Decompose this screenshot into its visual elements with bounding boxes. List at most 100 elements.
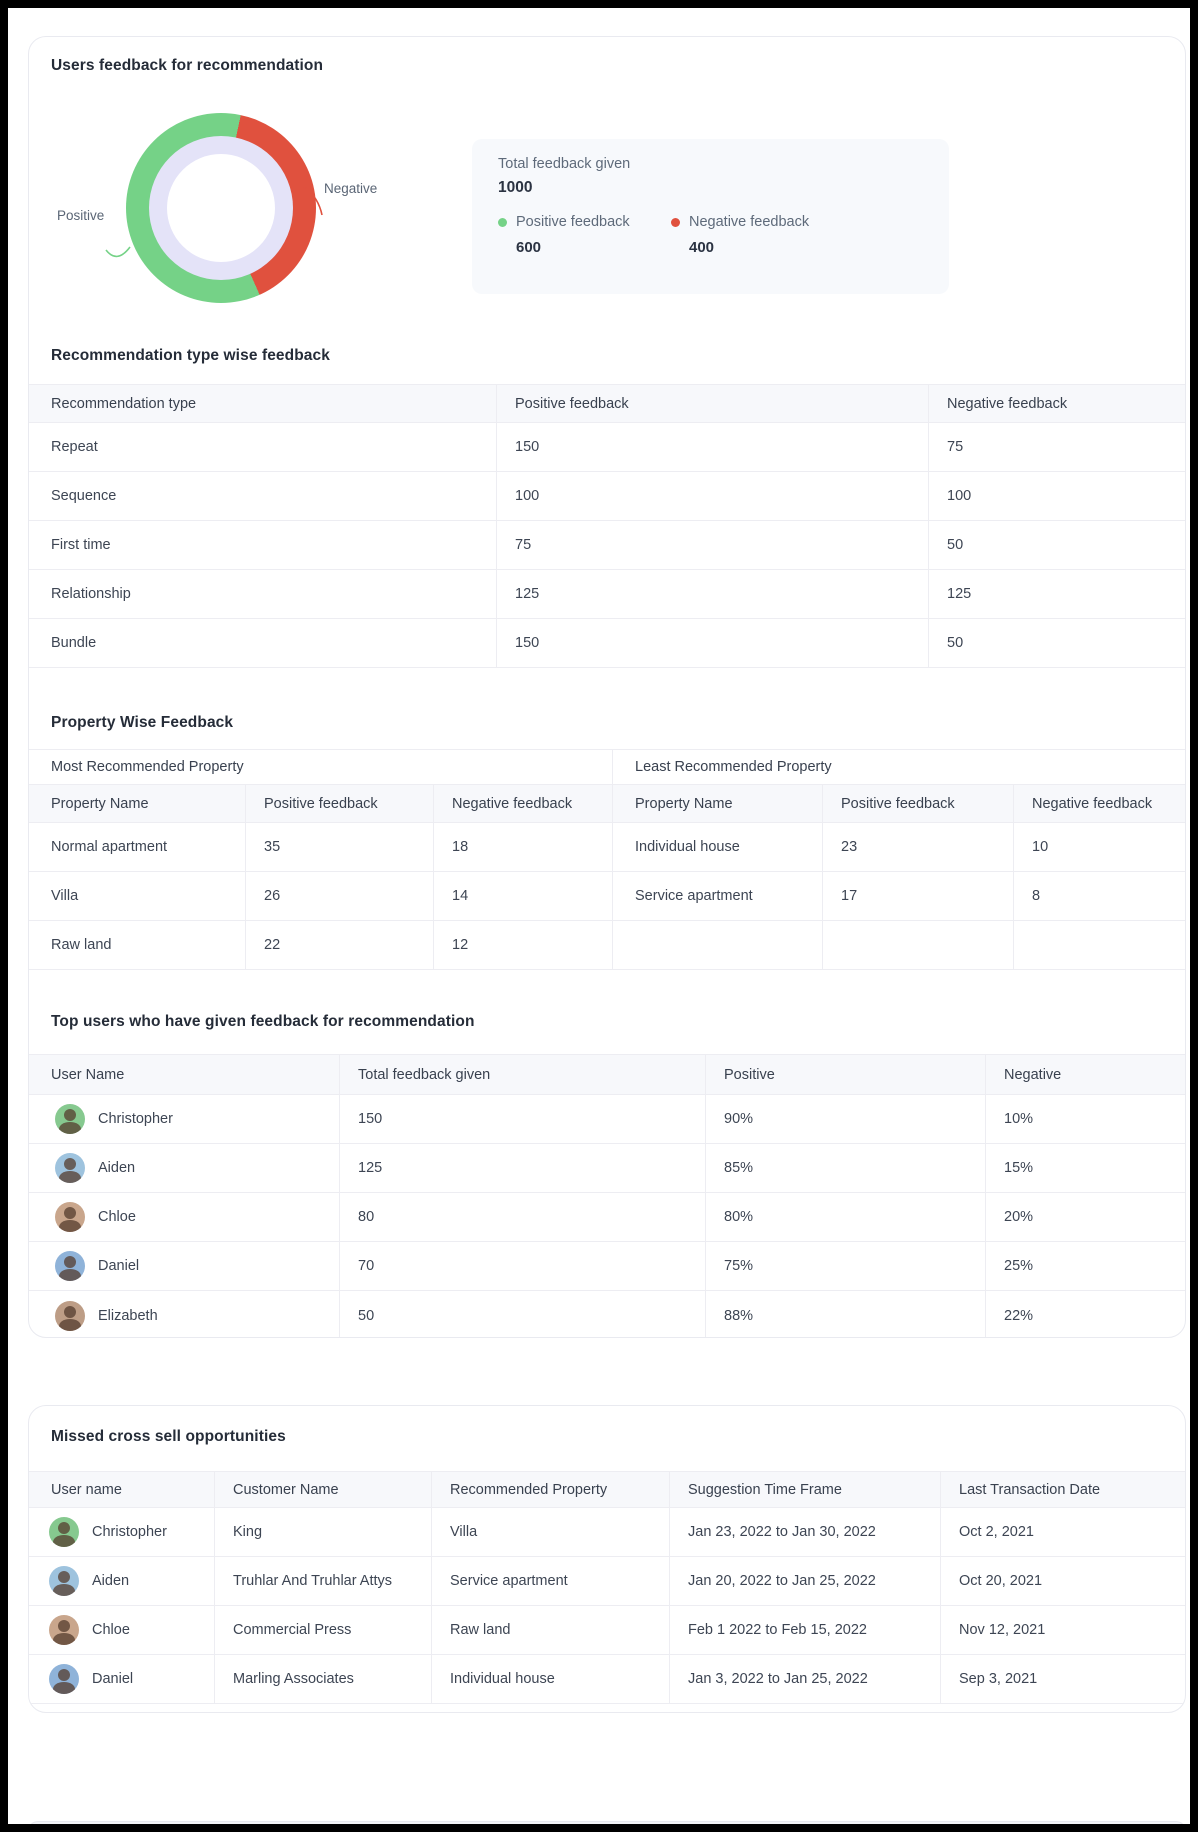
table-row: First time 75 50 (29, 521, 1185, 570)
negative-feedback-cell: 18 (452, 839, 469, 855)
suggestion-time-frame-cell: Feb 1 2022 to Feb 15, 2022 (670, 1606, 941, 1654)
avatar (55, 1104, 85, 1134)
column-header: User name (29, 1472, 215, 1507)
avatar (49, 1664, 79, 1694)
top-users-table: User Name Total feedback given Positive … (29, 1054, 1185, 1337)
section-title-users-feedback: Users feedback for recommendation (51, 57, 324, 74)
negative-feedback-cell: 10 (1032, 839, 1049, 855)
customer-name-cell: King (215, 1508, 432, 1556)
user-name: Chloe (98, 1209, 136, 1225)
total-feedback-cell: 125 (340, 1144, 706, 1192)
legend-item-positive: Positive feedback 600 (498, 214, 671, 256)
positive-feedback-cell: 17 (823, 872, 1014, 920)
avatar (55, 1251, 85, 1281)
table-row: Individual house 23 10 (613, 823, 1185, 872)
table-row: Sequence 100 100 (29, 472, 1185, 521)
property-name-cell: Individual house (613, 823, 823, 871)
recommendation-type-cell: Bundle (29, 619, 497, 667)
suggestion-time-frame-cell: Jan 3, 2022 to Jan 25, 2022 (670, 1655, 941, 1703)
total-feedback-cell: 70 (340, 1242, 706, 1290)
negative-feedback-cell: 100 (947, 488, 972, 504)
table-header-row: Property Name Positive feedback Negative… (29, 785, 612, 823)
total-feedback-cell: 80 (340, 1193, 706, 1241)
property-name-cell: Service apartment (613, 872, 823, 920)
recommendation-type-cell: First time (29, 521, 497, 569)
positive-feedback-value: 600 (516, 239, 542, 256)
customer-name-cell: Commercial Press (215, 1606, 432, 1654)
recommended-property-cell: Service apartment (432, 1557, 670, 1605)
total-feedback-cell: 50 (340, 1291, 706, 1337)
table-row: Daniel Marling Associates Individual hou… (29, 1655, 1185, 1704)
positive-feedback-cell: 26 (246, 872, 434, 920)
section-title-top-users: Top users who have given feedback for re… (51, 1013, 475, 1030)
negative-feedback-label: Negative feedback (689, 214, 810, 230)
user-name: Aiden (92, 1573, 130, 1589)
recommendation-type-table: Recommendation type Positive feedback Ne… (29, 384, 1185, 668)
table-row: Chloe 80 80% 20% (29, 1193, 1185, 1242)
column-header: Positive feedback (246, 785, 434, 822)
avatar (55, 1300, 85, 1331)
recommended-property-cell: Villa (432, 1508, 670, 1556)
positive-feedback-cell: 75 (497, 521, 929, 569)
column-header: Negative feedback (1032, 795, 1153, 812)
positive-percent-cell: 90% (706, 1095, 986, 1143)
negative-percent-cell: 22% (1004, 1307, 1034, 1324)
table-row-empty (613, 921, 1185, 970)
last-transaction-date-cell: Oct 2, 2021 (959, 1524, 1034, 1540)
total-feedback-value: 1000 (498, 179, 533, 196)
column-header: Customer Name (215, 1472, 432, 1507)
table-row: Relationship 125 125 (29, 570, 1185, 619)
negative-percent-cell: 20% (1004, 1209, 1034, 1225)
table-row: Repeat 150 75 (29, 423, 1185, 472)
user-name: Daniel (98, 1258, 140, 1274)
property-name-cell: Raw land (29, 921, 246, 969)
avatar (49, 1517, 79, 1547)
recommendation-type-cell: Relationship (29, 570, 497, 618)
table-row: Elizabeth 50 88% 22% (29, 1291, 1185, 1337)
donut-label-positive: Positive (57, 208, 105, 223)
feedback-legend: Positive feedback 600 Negative feedback … (498, 214, 923, 256)
table-row: Bundle 150 50 (29, 619, 1185, 668)
last-transaction-date-cell: Oct 20, 2021 (959, 1573, 1043, 1589)
positive-feedback-cell: 150 (497, 423, 929, 471)
table-header-row: User name Customer Name Recommended Prop… (29, 1472, 1185, 1508)
section-title-missed-cross-sell: Missed cross sell opportunities (51, 1428, 286, 1445)
last-transaction-date-cell: Nov 12, 2021 (959, 1622, 1046, 1638)
negative-feedback-cell: 12 (452, 937, 469, 953)
total-feedback-label: Total feedback given (498, 156, 631, 172)
missed-cross-sell-table: User name Customer Name Recommended Prop… (29, 1471, 1185, 1704)
section-title-property-wise: Property Wise Feedback (51, 714, 234, 731)
property-name-cell (613, 921, 823, 969)
table-row: Aiden Truhlar And Truhlar Attys Service … (29, 1557, 1185, 1606)
column-header: Recommendation type (29, 385, 497, 422)
column-header: Last Transaction Date (959, 1481, 1101, 1498)
column-header: Recommended Property (432, 1472, 670, 1507)
positive-dot-icon (498, 217, 507, 227)
user-name: Chloe (92, 1622, 130, 1638)
suggestion-time-frame-cell: Jan 20, 2022 to Jan 25, 2022 (670, 1557, 941, 1605)
positive-percent-cell: 80% (706, 1193, 986, 1241)
table-row: Raw land 22 12 (29, 921, 612, 970)
column-header: Total feedback given (340, 1055, 706, 1094)
table-header-row: User Name Total feedback given Positive … (29, 1055, 1185, 1095)
user-name: Daniel (92, 1671, 134, 1687)
recommended-property-cell: Raw land (432, 1606, 670, 1654)
negative-feedback-cell: 14 (452, 888, 469, 904)
column-header: Positive feedback (823, 785, 1014, 822)
positive-feedback-cell (823, 921, 1014, 969)
least-recommended-table: Least Recommended Property Property Name… (613, 749, 1185, 970)
negative-feedback-cell (1014, 921, 1185, 969)
property-wise-table: Most Recommended Property Property Name … (29, 749, 1185, 970)
total-feedback-cell: 150 (340, 1095, 706, 1143)
most-recommended-table: Most Recommended Property Property Name … (29, 749, 613, 970)
last-transaction-date-cell: Sep 3, 2021 (959, 1671, 1038, 1687)
customer-name-cell: Truhlar And Truhlar Attys (215, 1557, 432, 1605)
positive-feedback-cell: 35 (246, 823, 434, 871)
table-row: Service apartment 17 8 (613, 872, 1185, 921)
positive-percent-cell: 85% (706, 1144, 986, 1192)
avatar (55, 1202, 85, 1232)
table-row: Chloe Commercial Press Raw land Feb 1 20… (29, 1606, 1185, 1655)
legend-item-negative: Negative feedback 400 (671, 214, 844, 256)
positive-percent-cell: 88% (706, 1291, 986, 1337)
